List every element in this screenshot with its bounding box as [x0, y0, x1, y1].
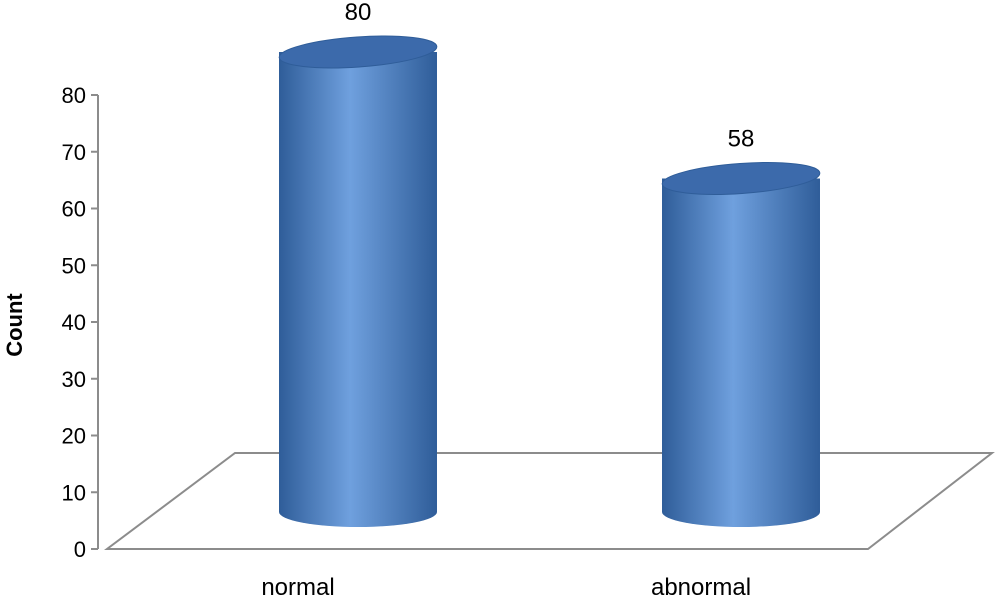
y-tick-label: 40 — [62, 310, 86, 335]
y-tick-label: 0 — [74, 537, 86, 562]
bar-body — [662, 178, 820, 527]
y-tick-label: 70 — [62, 140, 86, 165]
floor-plane — [104, 452, 995, 550]
y-axis-title: Count — [2, 293, 27, 357]
y-tick-label: 30 — [62, 367, 86, 392]
y-tick-label: 80 — [62, 83, 86, 108]
data-label: 58 — [728, 126, 755, 153]
x-tick-label: normal — [261, 574, 334, 601]
bar-normal — [278, 35, 438, 527]
floor-outline — [104, 452, 995, 550]
bar-top — [661, 162, 821, 195]
y-tick-label: 20 — [62, 424, 86, 449]
bar-top — [278, 35, 438, 69]
y-tick-label: 60 — [62, 197, 86, 222]
bar-abnormal — [661, 162, 821, 527]
y-tick-label: 10 — [62, 480, 86, 505]
x-tick-label: abnormal — [651, 574, 751, 601]
y-tick-label: 50 — [62, 253, 86, 278]
bar-body — [279, 52, 437, 527]
data-label: 80 — [345, 0, 372, 26]
